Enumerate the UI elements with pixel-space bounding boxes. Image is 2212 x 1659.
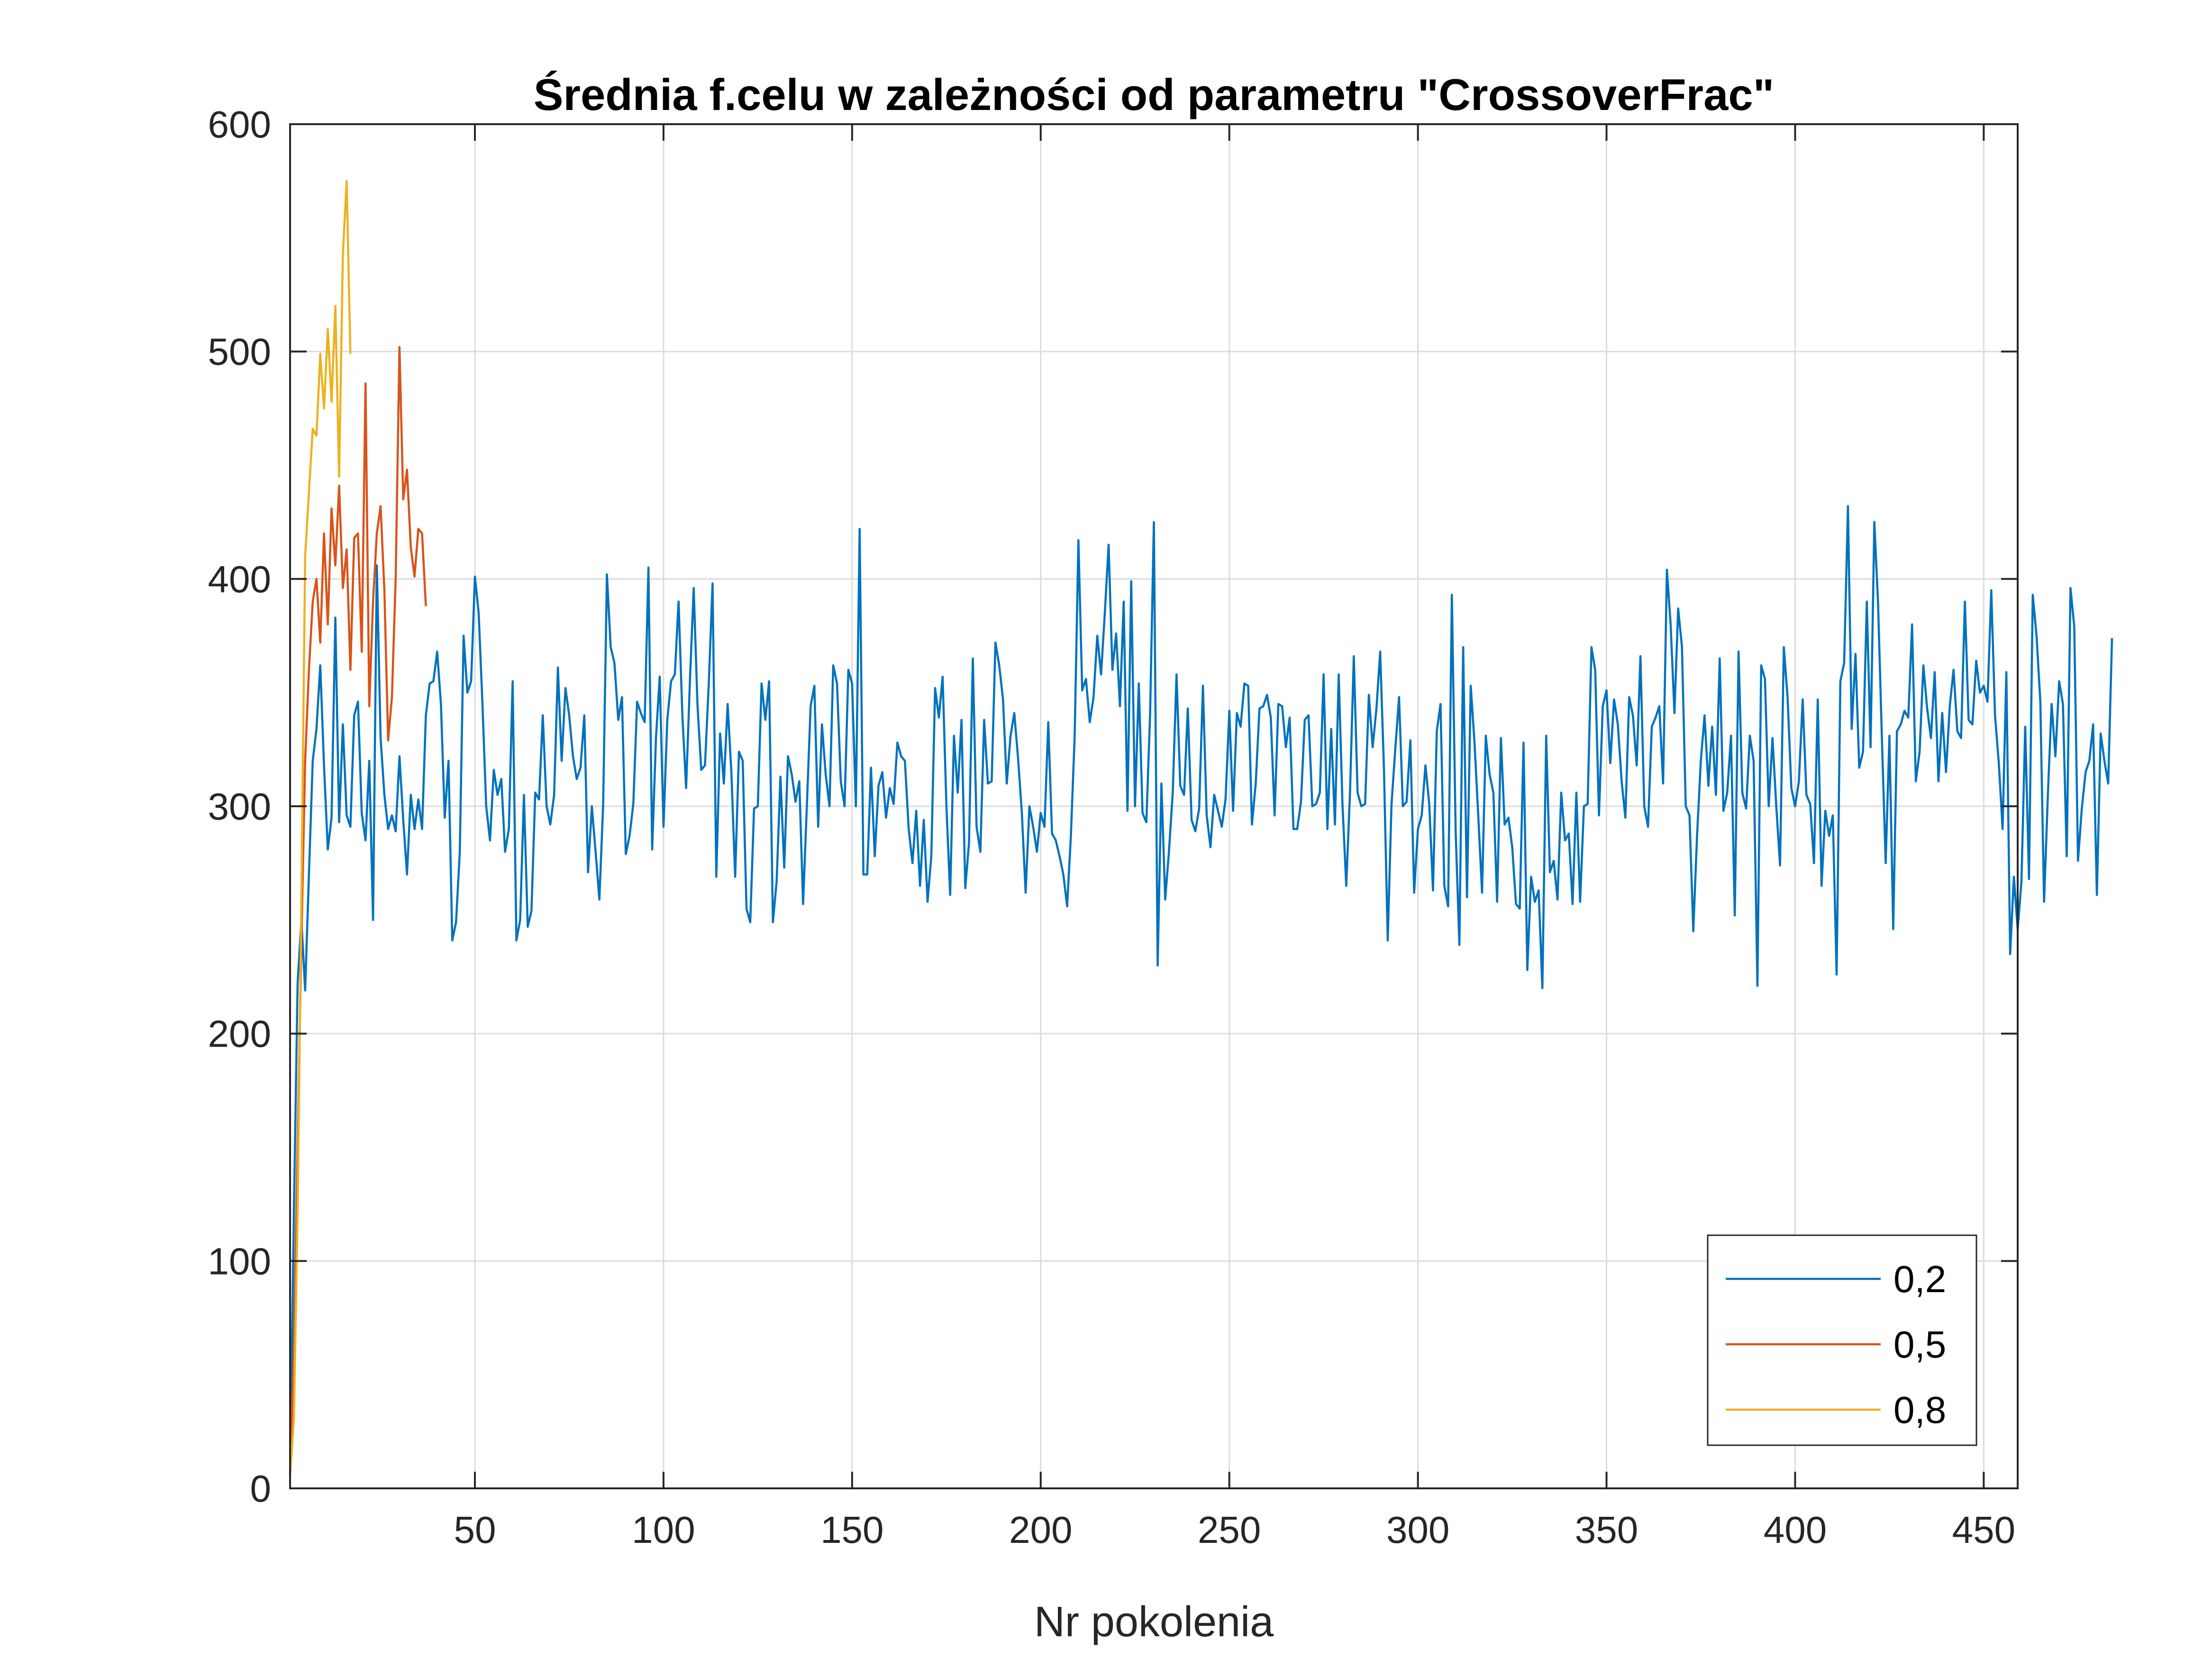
legend: 0,2 0,5 0,8 [1707, 1234, 1977, 1446]
x-tick-label: 350 [1575, 1509, 1638, 1551]
chart-title: Średnia f.celu w zależności od parametru… [534, 70, 1775, 119]
x-tick-label: 100 [632, 1509, 695, 1551]
series-layer [289, 180, 2113, 1475]
y-tick-label: 300 [208, 785, 271, 828]
x-axis-title: Nr pokolenia [1034, 1598, 1274, 1646]
y-tick-label: 100 [208, 1240, 271, 1282]
series-line [289, 180, 352, 1475]
y-tick-label: 500 [208, 331, 271, 373]
y-tick-label: 0 [250, 1468, 272, 1510]
legend-label: 0,2 [1893, 1258, 1946, 1300]
x-tick-label: 400 [1764, 1509, 1827, 1551]
x-tick-label: 150 [820, 1509, 883, 1551]
x-tick-label: 50 [454, 1509, 496, 1551]
y-tick-label: 600 [208, 103, 271, 146]
x-tick-label: 200 [1009, 1509, 1072, 1551]
series-line [289, 346, 427, 1475]
axes [289, 123, 2019, 1489]
x-tick-label: 450 [1952, 1509, 2015, 1551]
legend-label: 0,5 [1893, 1323, 1946, 1366]
x-tick-label: 300 [1386, 1509, 1449, 1551]
tick-labels: 50 100 150 200 250 300 350 400 450 0 100 200 300 400 5… [208, 103, 2016, 1551]
legend-label: 0,8 [1893, 1389, 1946, 1431]
series-line [289, 505, 2113, 1475]
y-tick-label: 400 [208, 558, 271, 600]
y-tick-label: 200 [208, 1013, 271, 1055]
x-tick-label: 250 [1198, 1509, 1261, 1551]
